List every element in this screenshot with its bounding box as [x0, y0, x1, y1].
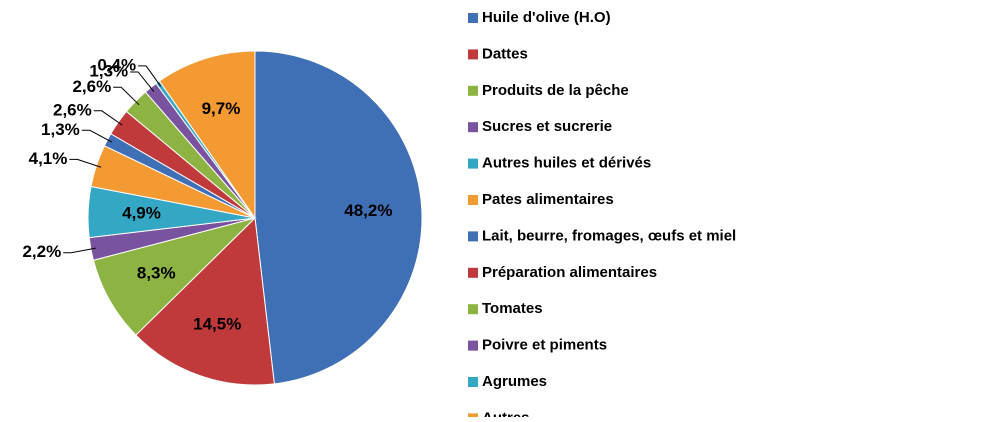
data-label: 2,6% [53, 100, 92, 119]
legend-label: Poivre et piments [482, 337, 607, 354]
pie-slice [254, 50, 423, 385]
legend-label: Pates alimentaires [482, 191, 614, 208]
leader-line [81, 129, 113, 143]
data-label: 2,2% [22, 242, 61, 261]
legend-label: Sucres et sucrerie [482, 118, 612, 135]
pie-slice [92, 217, 257, 336]
data-label: 1,3% [89, 61, 128, 80]
leader-line [113, 86, 140, 106]
data-label: 4,1% [29, 149, 68, 168]
legend-label: Préparation alimentaires [482, 264, 657, 281]
legend-label: Lait, beurre, fromages, œufs et miel [482, 227, 736, 244]
legend-label: Tomates [482, 300, 543, 317]
data-label: 14,5% [193, 315, 241, 334]
legend-label: Autres [482, 409, 530, 417]
legend-swatch [468, 122, 478, 133]
legend-label: Dattes [482, 45, 528, 62]
legend-swatch [468, 13, 478, 23]
legend-label: Agrumes [482, 373, 547, 390]
pie-slice [158, 50, 256, 220]
leader-line [93, 110, 123, 126]
legend-label: Autres huiles et dérivés [482, 155, 651, 172]
legend-swatch [468, 340, 478, 351]
data-label: 2,6% [72, 77, 111, 96]
legend-swatch [468, 304, 478, 315]
data-label: 4,9% [122, 203, 161, 222]
data-label: 48,2% [344, 201, 392, 220]
legend-label: Produits de la pêche [482, 82, 629, 99]
legend-swatch [468, 267, 478, 278]
leader-line [69, 158, 102, 168]
legend-swatch [468, 49, 478, 60]
legend-swatch [468, 195, 478, 205]
legend-swatch [468, 85, 478, 96]
leader-line [63, 247, 96, 254]
pie [87, 50, 423, 386]
legend: Huile d'olive (H.O) Dattes Produits de la … [468, 9, 736, 422]
data-label: 0,4% [97, 55, 136, 74]
legend-swatch [468, 231, 478, 242]
data-label: 9,7% [202, 99, 241, 118]
leader-line [138, 65, 162, 87]
data-labels: 48,2%14,5%8,3%2,2%4,9%4,1%1,3%2,6%2,6%1,… [22, 55, 392, 333]
legend-label: Huile d'olive (H.O) [482, 9, 611, 26]
leader-line [130, 71, 155, 92]
data-label: 1,3% [41, 120, 80, 139]
legend-swatch [468, 377, 478, 387]
pie-slice [135, 216, 275, 386]
legend-swatch [468, 413, 478, 422]
legend-swatch [468, 158, 478, 169]
data-label: 8,3% [137, 264, 176, 283]
